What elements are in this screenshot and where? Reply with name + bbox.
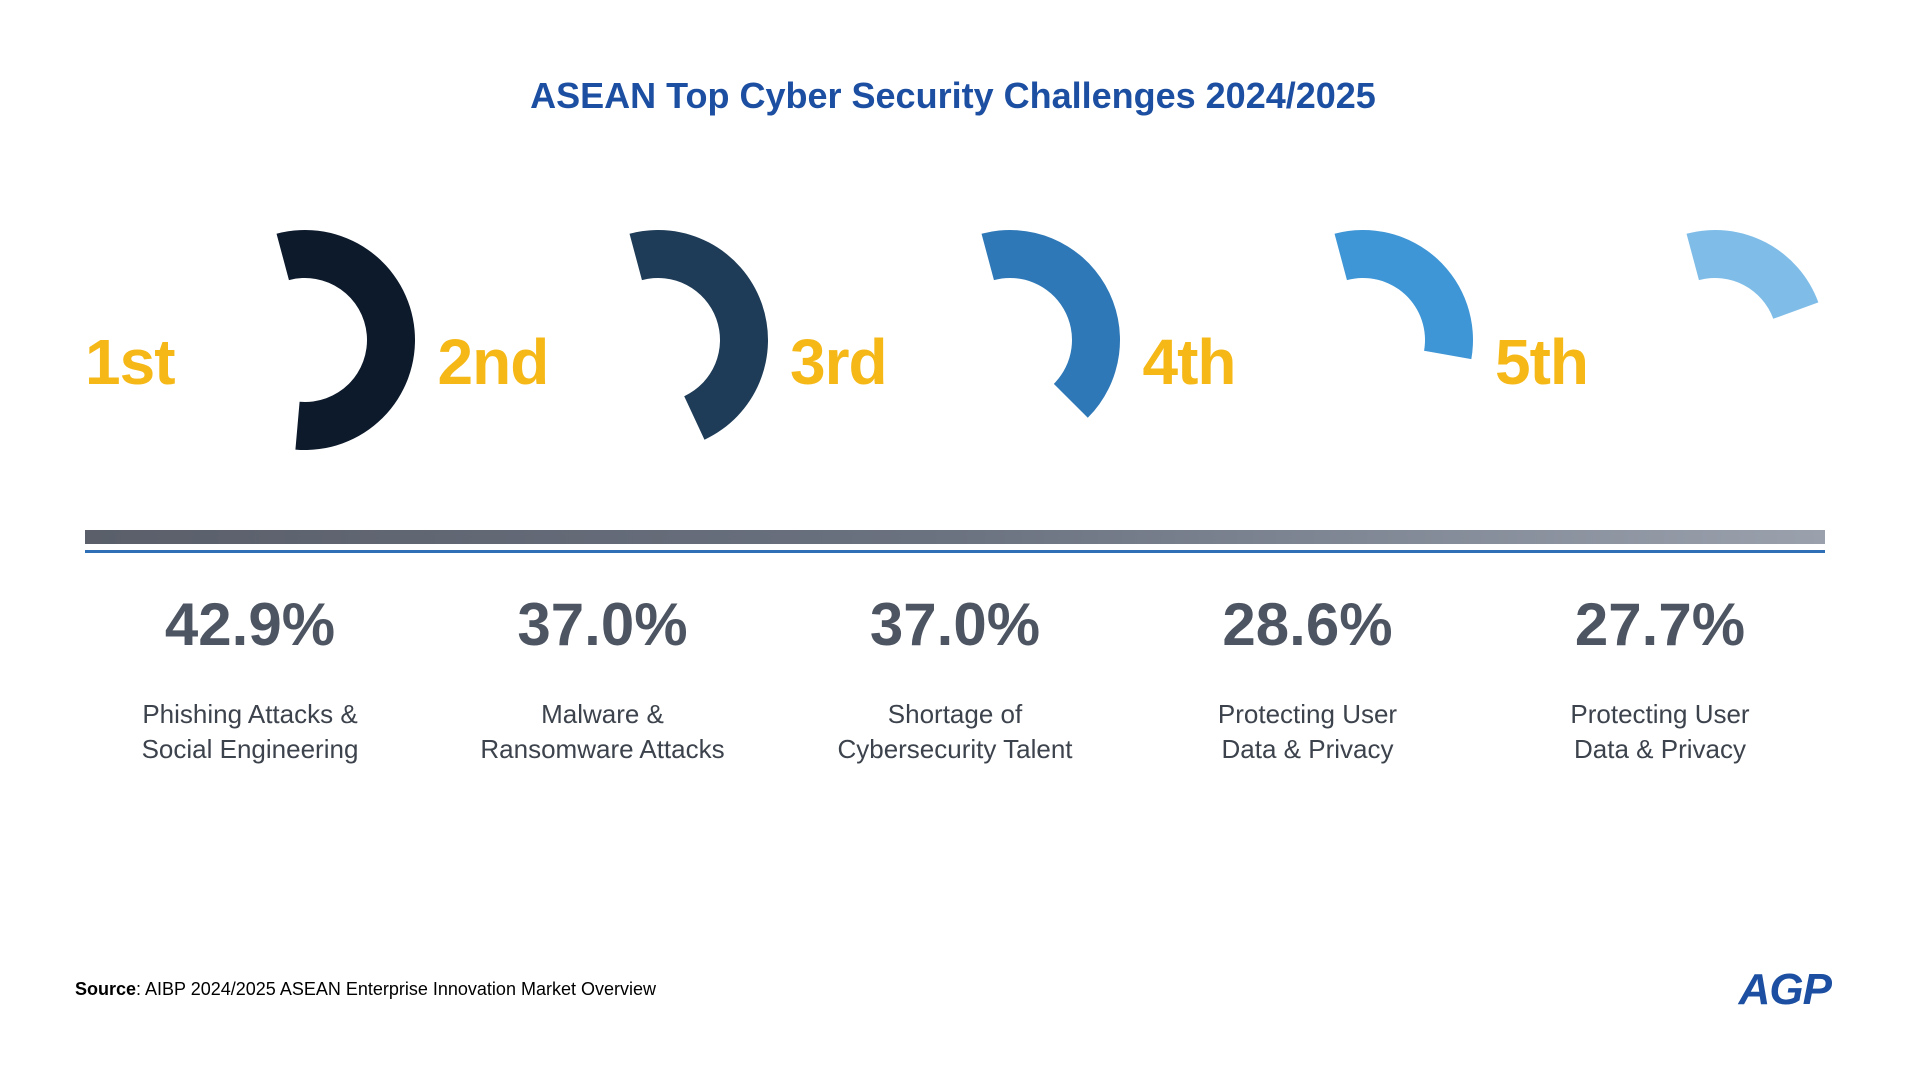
desc-1: Phishing Attacks & Social Engineering <box>85 697 415 767</box>
item-5: 5th <box>1495 230 1825 500</box>
stats-row: 42.9% Phishing Attacks & Social Engineer… <box>85 590 1825 767</box>
rank-2: 2nd <box>438 325 549 399</box>
percent-1: 42.9% <box>85 590 415 659</box>
divider-line <box>85 550 1825 553</box>
percent-5: 27.7% <box>1495 590 1825 659</box>
stat-1: 42.9% Phishing Attacks & Social Engineer… <box>85 590 415 767</box>
desc-3: Shortage of Cybersecurity Talent <box>790 697 1120 767</box>
logo-text: AGP <box>1739 965 1831 1014</box>
infographic-root: ASEAN Top Cyber Security Challenges 2024… <box>0 0 1906 1075</box>
stat-4: 28.6% Protecting User Data & Privacy <box>1143 590 1473 767</box>
stat-5: 27.7% Protecting User Data & Privacy <box>1495 590 1825 767</box>
rank-5: 5th <box>1495 325 1588 399</box>
divider-bar <box>85 530 1825 544</box>
item-3: 3rd <box>790 230 1120 500</box>
item-1: 1st <box>85 230 415 500</box>
stat-2: 37.0% Malware & Ransomware Attacks <box>438 590 768 767</box>
arcs-row: 1st 2nd 3rd 4th 5th <box>85 230 1825 500</box>
chart-title: ASEAN Top Cyber Security Challenges 2024… <box>0 75 1906 117</box>
desc-4: Protecting User Data & Privacy <box>1143 697 1473 767</box>
divider <box>85 530 1825 553</box>
desc-2: Malware & Ransomware Attacks <box>438 697 768 767</box>
percent-4: 28.6% <box>1143 590 1473 659</box>
brand-logo: AGP <box>1739 965 1831 1015</box>
item-2: 2nd <box>438 230 768 500</box>
percent-2: 37.0% <box>438 590 768 659</box>
rank-4: 4th <box>1143 325 1236 399</box>
rank-1: 1st <box>85 325 175 399</box>
desc-5: Protecting User Data & Privacy <box>1495 697 1825 767</box>
item-4: 4th <box>1143 230 1473 500</box>
stat-3: 37.0% Shortage of Cybersecurity Talent <box>790 590 1120 767</box>
source-label: Source <box>75 979 136 999</box>
source-line: Source: AIBP 2024/2025 ASEAN Enterprise … <box>75 979 656 1000</box>
rank-3: 3rd <box>790 325 887 399</box>
percent-3: 37.0% <box>790 590 1120 659</box>
source-text: : AIBP 2024/2025 ASEAN Enterprise Innova… <box>136 979 656 999</box>
